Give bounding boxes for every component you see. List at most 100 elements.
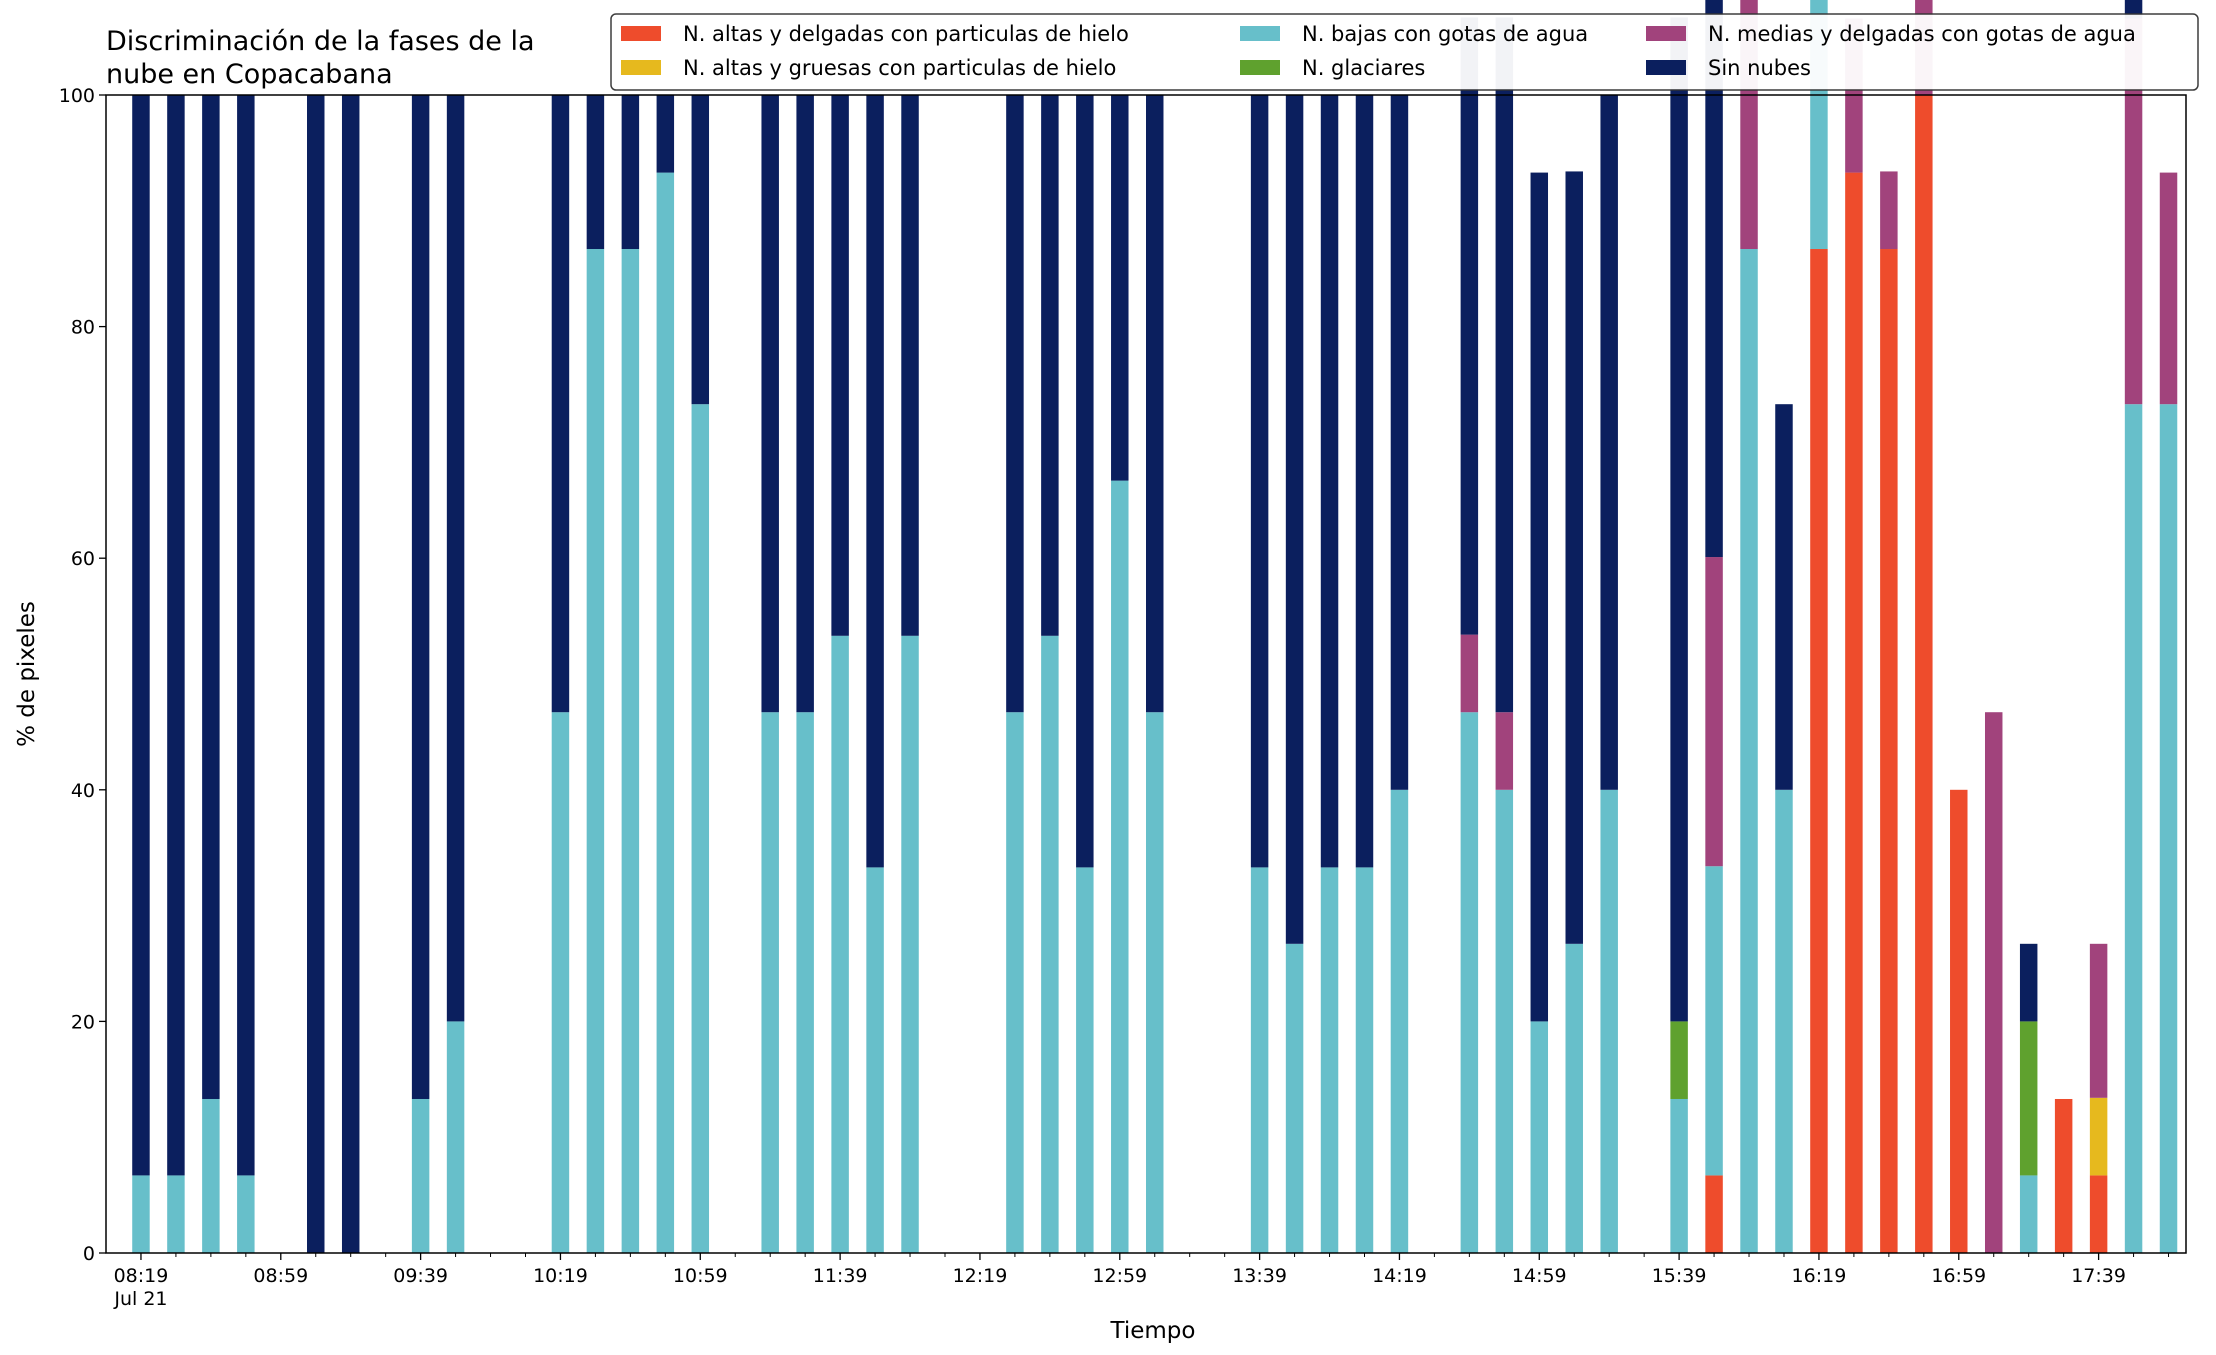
- y-tick-label: 80: [71, 317, 95, 339]
- bar-segment-1359-s2: [1320, 867, 1339, 1253]
- bar-segment-1509-s2: [1565, 943, 1583, 1253]
- bar-segment-1029-s2: [586, 249, 605, 1253]
- x-tick-label: 10:59: [673, 1265, 728, 1287]
- bar-segment-0939-s5: [411, 95, 430, 1099]
- bar-segment-0819-s5: [132, 95, 150, 1176]
- legend-frame: [610, 13, 2199, 91]
- bar-segment-1139-s5: [831, 95, 849, 636]
- legend: N. altas y delgadas con particulas de hi…: [610, 13, 2199, 91]
- bar-segment-1459-s5: [1530, 172, 1549, 1022]
- bar-segment-1159-s5: [901, 95, 919, 636]
- bar-segment-0949-s5: [446, 95, 465, 1022]
- bar-segment-1759-s4: [2159, 172, 2178, 405]
- bar-segment-1539-s5: [1670, 17, 1688, 1022]
- bar-segment-0839-s5: [202, 95, 220, 1099]
- bar-segment-1419-s2: [1390, 789, 1409, 1253]
- chart-title-line-1: Discriminación de la fases de la: [106, 26, 535, 57]
- bar-segment-1259-s2: [1111, 480, 1129, 1253]
- bar-segment-1719-s2: [2019, 1175, 2038, 1253]
- bar-segment-1629-s0: [1845, 172, 1863, 1254]
- x-tick-label: 10:19: [533, 1265, 588, 1287]
- bar-segment-1409-s2: [1355, 867, 1374, 1253]
- bar-segment-1039-s2: [621, 249, 640, 1253]
- bar-segment-1549-s4: [1705, 557, 1723, 867]
- legend-swatch: [1646, 26, 1686, 41]
- bar-segment-1739-s0: [2089, 1175, 2108, 1253]
- bar-segment-1519-s2: [1600, 789, 1618, 1253]
- bar-segment-1749-s4: [2124, 18, 2143, 405]
- y-tick-label: 100: [59, 85, 95, 107]
- bar-segment-0909-s5: [307, 95, 325, 1253]
- bar-segment-1439-s2: [1460, 712, 1479, 1253]
- bar-segment-1059-s2: [691, 404, 710, 1253]
- bar-segment-0829-s5: [167, 95, 185, 1176]
- bar-segment-0849-s5: [237, 95, 255, 1176]
- bar-segment-1739-s4: [2089, 943, 2108, 1098]
- legend-swatch: [1240, 60, 1280, 75]
- bar-segment-1539-s2: [1670, 1098, 1688, 1253]
- bar-segment-1149-s5: [866, 95, 884, 868]
- bar-segment-1439-s5: [1460, 17, 1479, 635]
- bar-segment-1119-s2: [761, 712, 779, 1253]
- x-tick-label: 13:39: [1232, 1265, 1287, 1287]
- bar-segment-1439-s4: [1460, 634, 1479, 713]
- bar-segment-1749-s2: [2124, 404, 2143, 1253]
- x-tick-label: 12:59: [1092, 1265, 1147, 1287]
- bar-segment-1549-s0: [1705, 1175, 1723, 1253]
- x-tick-label: 09:39: [393, 1265, 448, 1287]
- bar-segment-1639-s4: [1880, 171, 1898, 250]
- bar-segment-1249-s5: [1076, 95, 1094, 868]
- bar-segment-1129-s5: [796, 95, 814, 713]
- x-axis-label: Tiempo: [1110, 1318, 1196, 1344]
- x-tick-label: 14:19: [1372, 1265, 1427, 1287]
- bar-segment-1339-s2: [1250, 867, 1269, 1253]
- plot-area-frame: [105, 94, 2187, 1254]
- bar-segment-1339-s5: [1250, 95, 1269, 868]
- x-tick-label: 16:59: [1931, 1265, 1986, 1287]
- bar-segment-1029-s5: [586, 95, 605, 250]
- bar-segment-0839-s2: [202, 1098, 220, 1253]
- bar-segment-0819-s2: [132, 1175, 150, 1253]
- y-axis-label: % de pixeles: [14, 601, 40, 747]
- bar-segment-1719-s5: [2019, 943, 2038, 1022]
- bar-segment-1739-s1: [2089, 1097, 2108, 1176]
- legend-label: N. medias y delgadas con gotas de agua: [1708, 22, 2136, 46]
- x-date-label: Jul 21: [113, 1288, 167, 1310]
- bar-segment-1559-s2: [1740, 249, 1758, 1253]
- bar-segment-1019-s2: [551, 712, 570, 1253]
- bar-segment-1449-s2: [1495, 789, 1514, 1253]
- bar-segment-1309-s5: [1146, 95, 1164, 713]
- x-tick-label: 16:19: [1792, 1265, 1847, 1287]
- bar-segment-1229-s5: [1006, 95, 1024, 713]
- bar-segment-1129-s2: [796, 712, 814, 1253]
- legend-swatch: [621, 26, 661, 41]
- bar-segment-1039-s5: [621, 95, 640, 250]
- legend-swatch: [621, 60, 661, 75]
- y-tick-label: 40: [71, 780, 95, 802]
- x-tick-label: 08:19: [114, 1265, 169, 1287]
- y-tick-label: 20: [71, 1011, 95, 1033]
- bar-segment-1349-s5: [1285, 95, 1304, 944]
- bar-segment-1019-s5: [551, 95, 570, 713]
- bar-segment-1649-s0: [1915, 95, 1933, 1253]
- y-axis: 0 20 40 60 80 100: [59, 85, 106, 1265]
- bar-segment-0829-s2: [167, 1175, 185, 1253]
- bar-segment-1509-s5: [1565, 171, 1583, 944]
- bar-segment-1539-s3: [1670, 1021, 1688, 1099]
- bar-segment-1149-s2: [866, 867, 884, 1253]
- legend-swatch: [1240, 26, 1280, 41]
- x-tick-label: 17:39: [2071, 1265, 2126, 1287]
- bar-segment-1709-s4: [1984, 712, 2003, 1253]
- bar-segment-1349-s2: [1285, 943, 1304, 1253]
- x-tick-label: 12:19: [953, 1265, 1008, 1287]
- bar-segment-0849-s2: [237, 1175, 255, 1253]
- x-tick-label: 08:59: [253, 1265, 308, 1287]
- legend-label: N. glaciares: [1302, 56, 1425, 80]
- bar-segment-1359-s5: [1320, 95, 1339, 868]
- bar-segment-0949-s2: [446, 1021, 465, 1253]
- bar-segment-1519-s5: [1600, 95, 1618, 790]
- bar-segment-1229-s2: [1006, 712, 1024, 1253]
- x-tick-label: 15:39: [1652, 1265, 1707, 1287]
- bar-segment-1049-s5: [656, 95, 675, 173]
